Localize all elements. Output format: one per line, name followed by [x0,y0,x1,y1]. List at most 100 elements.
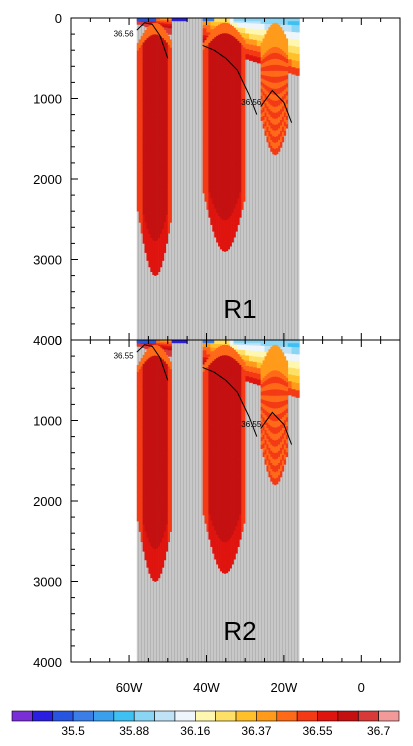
core-cell [140,170,143,180]
core-cell [167,206,170,216]
core-cell [235,194,238,205]
core-cell [158,451,161,463]
core-cell [241,45,244,54]
core-cell [142,506,145,516]
core-cell [158,483,161,494]
core-cell [140,53,143,64]
core-cell [154,441,157,453]
core-cell [274,453,277,460]
core-cell [152,420,155,432]
core-cell [235,139,238,150]
core-cell [218,165,221,176]
core-cell [138,431,141,440]
core-cell [138,47,141,57]
core-cell [167,408,170,417]
core-cell [221,240,225,252]
core-cell [210,502,213,512]
core-cell [144,141,147,152]
upper-cell [202,21,207,26]
core-cell [212,443,215,453]
core-cell [235,38,238,49]
core-cell [212,452,215,463]
core-cell [268,395,271,402]
x-tick-label: 20W [271,680,298,695]
core-cell [148,347,151,359]
core-cell [138,180,141,190]
core-cell [210,380,213,390]
core-cell [272,118,275,125]
upper-cell [245,360,250,367]
core-cell [140,188,143,198]
core-cell [266,70,269,77]
core-cell [136,478,140,486]
core-cell [235,415,238,426]
core-cell [169,81,172,90]
core-cell [169,197,172,207]
core-cell [241,162,244,171]
core-cell [266,374,269,380]
core-cell [274,46,277,54]
core-cell [150,377,153,389]
core-cell [235,121,238,131]
upper-cell [272,18,277,25]
core-cell [148,102,151,114]
upper-cell [249,361,254,367]
core-cell [225,209,229,221]
core-cell [212,93,215,104]
colorbar-swatch [195,710,216,722]
core-cell [235,452,238,463]
core-cell [160,113,163,125]
core-cell [278,24,281,31]
core-cell [260,106,263,111]
core-cell [202,446,205,454]
core-cell [160,58,163,70]
core-cell [161,69,165,81]
core-cell [225,199,229,210]
core-cell [221,136,225,148]
core-cell [160,439,163,451]
core-cell [220,396,223,408]
core-cell [276,357,279,365]
upper-cell [163,18,169,21]
core-cell [274,82,277,90]
core-cell [167,533,170,543]
upper-cell [295,375,300,384]
upper-cell [245,355,250,361]
core-cell [161,379,165,390]
core-cell [274,118,277,126]
core-cell [268,471,271,478]
core-cell [212,203,215,214]
upper-cell [295,18,300,26]
core-cell [142,166,145,177]
core-cell [169,407,172,416]
core-cell [225,230,229,241]
core-cell [241,107,244,116]
core-cell [140,215,143,225]
core-cell [276,376,279,384]
core-cell [235,112,238,122]
core-cell [152,263,155,275]
core-cell [231,45,234,56]
core-cell [243,384,246,392]
core-cell [216,84,219,96]
core-cell [237,102,240,112]
core-cell [202,179,205,187]
core-cell [142,470,145,481]
core-cell [268,360,271,367]
core-cell [260,399,263,404]
upper-cell [252,23,258,30]
core-cell [208,209,211,218]
core-cell [231,134,234,145]
core-cell [285,111,289,117]
core-cell [241,131,244,140]
core-cell [216,153,219,164]
core-cell [202,63,205,71]
core-cell [167,391,170,401]
core-cell [210,189,213,199]
core-cell [243,76,246,85]
core-cell [276,112,279,119]
colorbar-swatch [133,710,155,722]
cap-cell [136,18,157,22]
core-cell [237,84,240,94]
core-cell [169,180,172,190]
